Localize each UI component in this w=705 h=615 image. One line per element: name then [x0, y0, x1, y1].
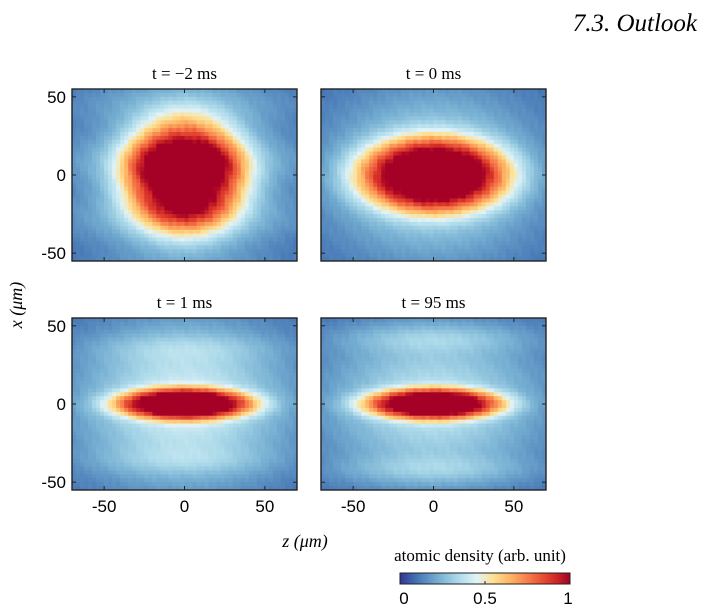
x-tick-label: 0 [429, 497, 438, 516]
y-axis-label: x (μm) [6, 282, 27, 330]
y-tick-label: 0 [57, 166, 66, 185]
x-tick-label: -50 [341, 497, 366, 516]
x-axis-label: z (μm) [281, 531, 328, 552]
x-tick-label: 0 [180, 497, 189, 516]
heatmap-cells [72, 89, 297, 261]
y-tick-label: -50 [41, 244, 66, 263]
colorbar-label: atomic density (arb. unit) [394, 546, 566, 565]
x-tick-label: -50 [92, 497, 117, 516]
panel-title: t = 0 ms [406, 64, 461, 83]
y-tick-label: 0 [57, 395, 66, 414]
heatmap-panel-4: t = 95 ms -50 0 50 [320, 293, 547, 516]
panel-title: t = −2 ms [152, 64, 217, 83]
panel-title: t = 95 ms [402, 293, 466, 312]
x-tick-label: 50 [504, 497, 523, 516]
y-tick-label: 50 [47, 88, 66, 107]
heatmap-cells [72, 318, 297, 490]
running-header: 7.3. Outlook [572, 10, 697, 37]
colorbar-tick-label: 1 [563, 589, 572, 608]
heatmap-cells [321, 89, 546, 261]
heatmap-panel-2: t = 0 ms [320, 64, 547, 262]
colorbar-tick-label: 0 [399, 589, 408, 608]
y-tick-label: 50 [47, 317, 66, 336]
panel-title: t = 1 ms [157, 293, 212, 312]
x-tick-label: 50 [255, 497, 274, 516]
heatmap-panel-3: t = 1 ms 50 0 -50 -50 0 50 [41, 293, 298, 516]
colorbar-tick-label: 0.5 [473, 589, 497, 608]
y-tick-label: -50 [41, 473, 66, 492]
heatmap-panel-1: t = −2 ms 50 0 -50 [41, 64, 298, 263]
colorbar: atomic density (arb. unit) 0 0.5 1 [394, 546, 573, 608]
heatmap-cells [321, 318, 546, 490]
